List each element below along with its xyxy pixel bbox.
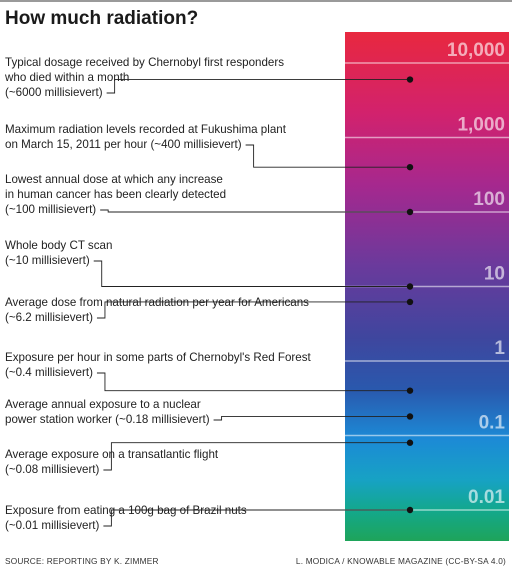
source-note: SOURCE: REPORTING BY K. ZIMMER [5, 556, 159, 566]
connector-line [106, 79, 410, 94]
data-point [406, 283, 414, 290]
annotation-text: Average exposure on a transatlantic flig… [5, 448, 219, 476]
data-point [406, 163, 414, 171]
connector-lines [93, 79, 410, 527]
data-point [406, 387, 414, 394]
connector-line [100, 209, 410, 213]
data-point [406, 298, 414, 306]
tick-label: 10,000 [447, 40, 505, 61]
credit-note: L. MODICA / KNOWABLE MAGAZINE (CC-BY-SA … [295, 556, 506, 566]
tick-label: 10 [484, 264, 505, 285]
annotation-text: Whole body CT scan (~10 millisievert) [5, 239, 113, 267]
data-point [406, 439, 414, 446]
connector-line [96, 301, 410, 319]
annotation-text: Average annual exposure to a nuclear pow… [5, 398, 210, 426]
data-point [406, 76, 414, 83]
annotation-text: Lowest annual dose at which any increase… [5, 173, 227, 216]
tick-label: 100 [473, 189, 505, 210]
connector-line [245, 144, 410, 168]
tick-label: 0.1 [479, 413, 506, 434]
tick-label: 1 [494, 338, 505, 359]
connector-line [103, 509, 410, 527]
tick-label: 0.01 [468, 487, 505, 508]
data-point [406, 208, 414, 216]
data-point [406, 413, 414, 420]
tick-label: 1,000 [457, 115, 505, 136]
annotation-text: Typical dosage received by Chernobyl fir… [5, 56, 285, 99]
data-point [406, 506, 414, 514]
top-rule [0, 0, 512, 2]
tick-lines: 10,000 1,000 100 10 1 0.1 0.01 [345, 40, 509, 511]
connector-line [96, 372, 410, 392]
annotation-text: Maximum radiation levels recorded at Fuk… [5, 123, 286, 151]
chart-title: How much radiation? [5, 8, 199, 29]
connector-line [103, 442, 410, 471]
connector-line [93, 260, 410, 287]
annotation-text: Exposure per hour in some parts of Chern… [5, 351, 311, 379]
annotation-text: Average dose from natural radiation per … [5, 296, 309, 324]
connector-line [213, 416, 410, 421]
data-points [406, 76, 414, 514]
annotation-text: Exposure from eating a 100g bag of Brazi… [5, 504, 247, 532]
